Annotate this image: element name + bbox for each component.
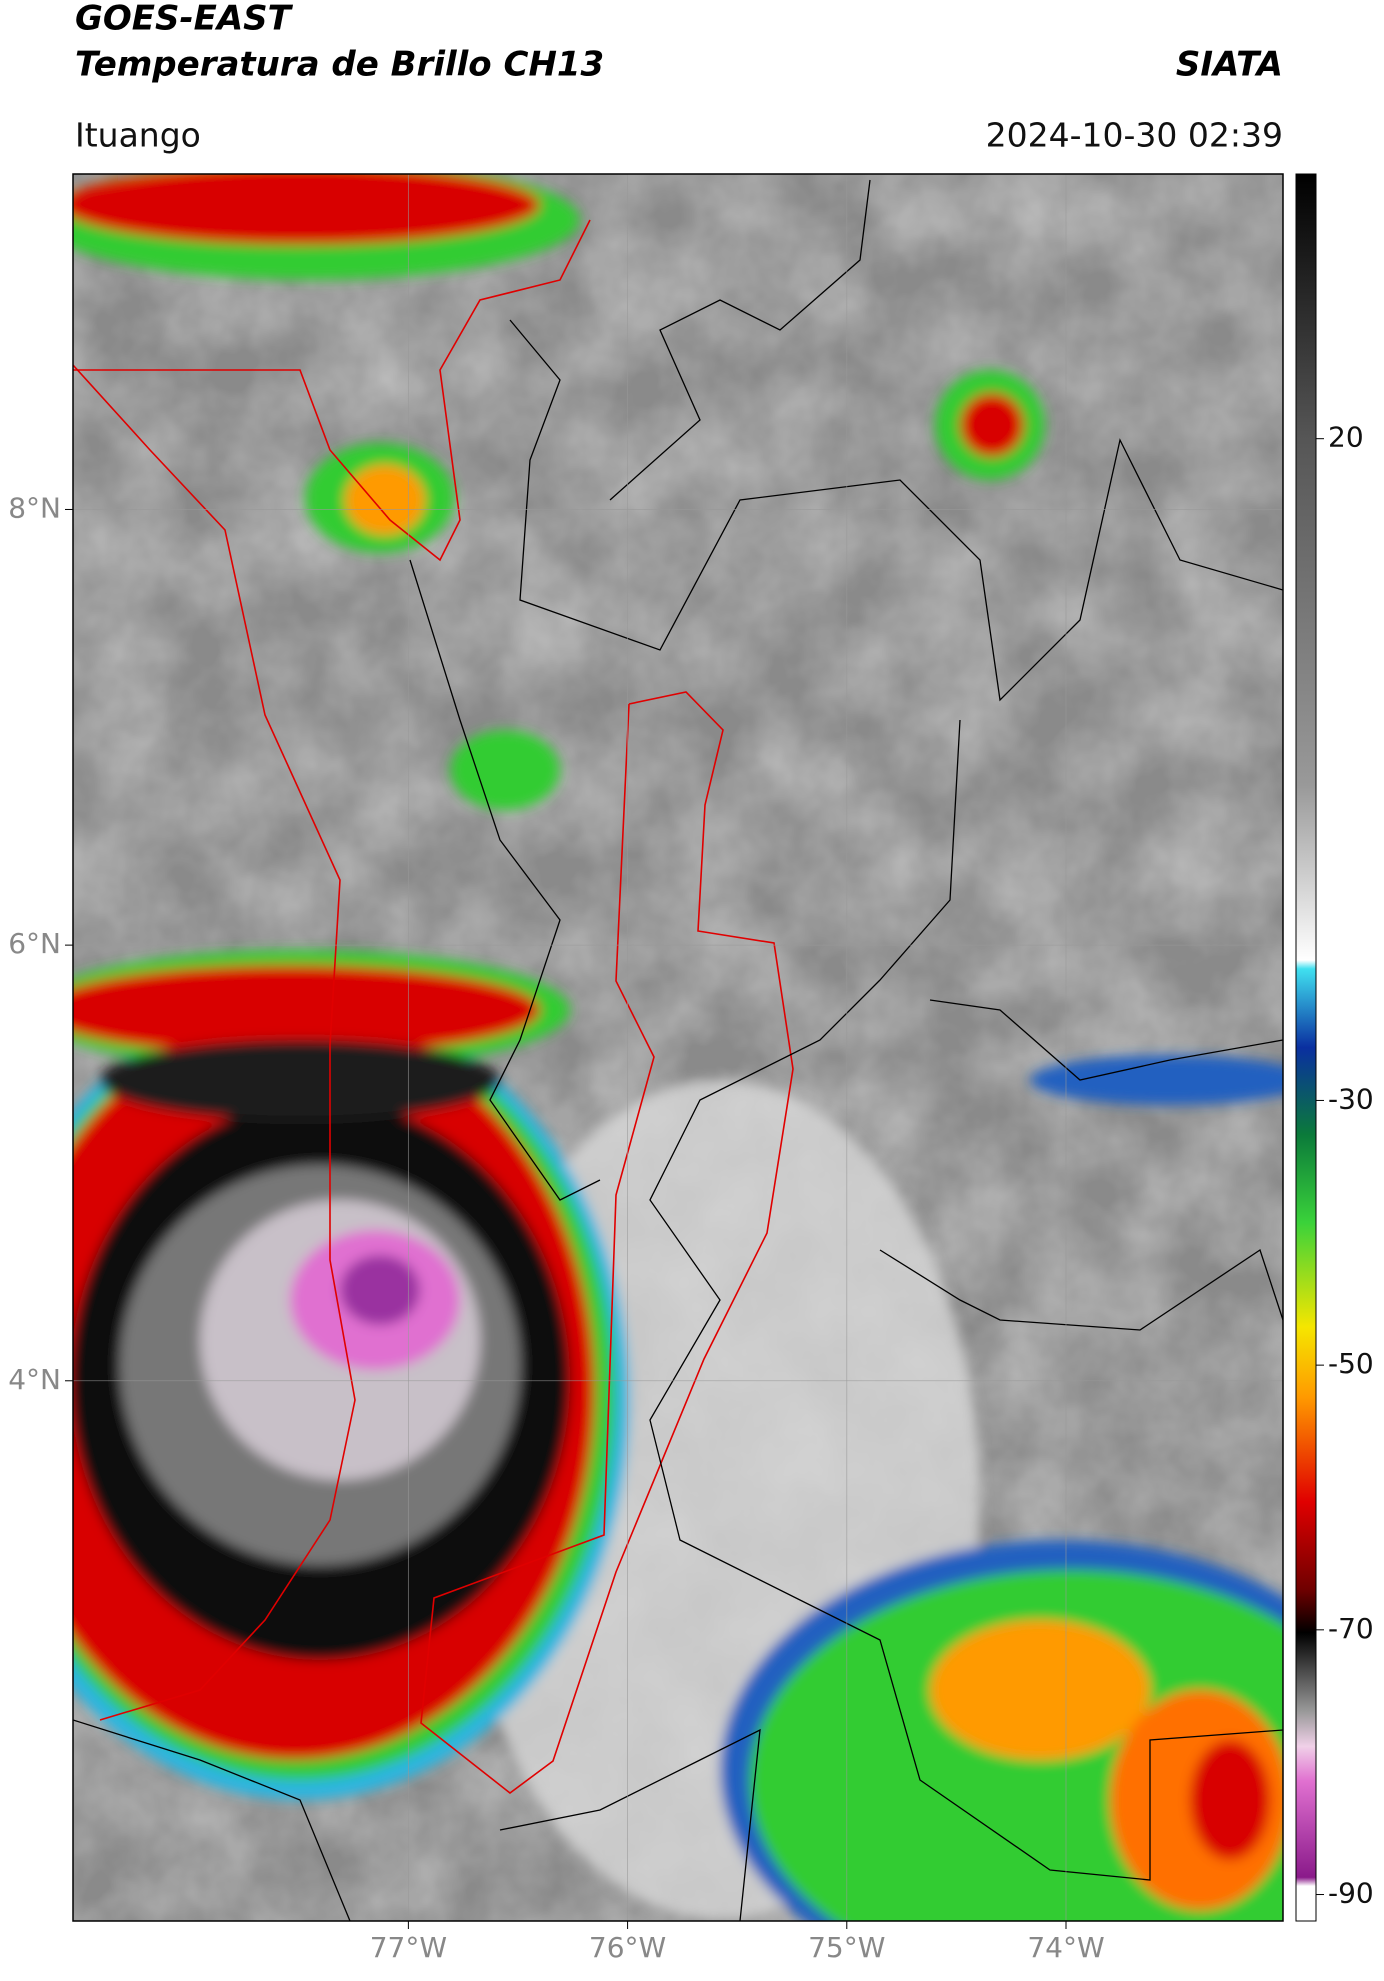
source: SIATA (1176, 45, 1283, 85)
y-tick-label: 8°N (8, 491, 61, 524)
x-tick-label: 75°W (808, 1931, 885, 1964)
region: Ituango (75, 116, 201, 155)
gridlines (73, 174, 1283, 1921)
colorbar-tick-label: 20 (1328, 421, 1364, 454)
y-tick-label: 6°N (8, 927, 61, 960)
x-tick-label: 74°W (1027, 1931, 1104, 1964)
colorbar-tick-label: -30 (1328, 1082, 1374, 1115)
colorbar-tick-label: -70 (1328, 1612, 1374, 1645)
y-tick-label: 4°N (8, 1363, 61, 1396)
title: GOES-EAST (75, 0, 294, 39)
datetime: 2024-10-30 02:39 (986, 116, 1283, 155)
title: Temperatura de Brillo CH13 (75, 45, 604, 85)
colorbar-tick-label: -90 (1328, 1877, 1374, 1910)
map-frame (72, 173, 1284, 1922)
x-tick-label: 77°W (370, 1931, 447, 1964)
colorbar (1295, 173, 1317, 1922)
colorbar-tick-label: -50 (1328, 1347, 1374, 1380)
x-tick-label: 76°W (589, 1931, 666, 1964)
satellite-image (73, 174, 1283, 1921)
